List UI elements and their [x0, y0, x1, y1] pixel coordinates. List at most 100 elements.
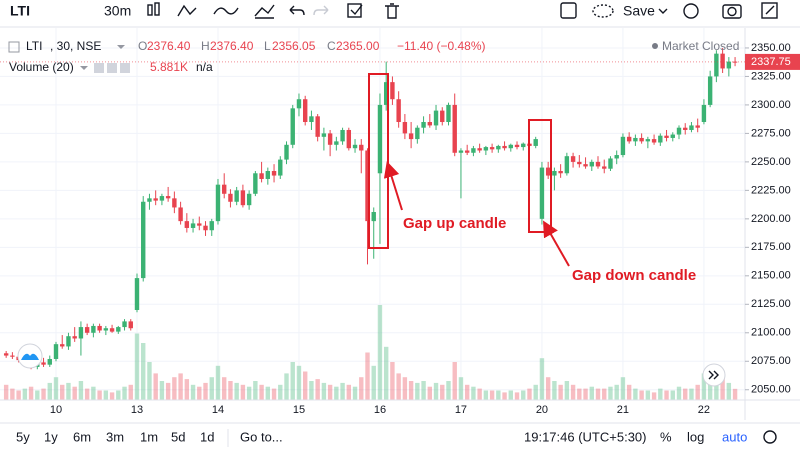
x-tick-label: 21: [617, 404, 629, 416]
candle-icon[interactable]: [147, 2, 160, 16]
candle-body: [66, 336, 71, 347]
range-button[interactable]: 5d: [171, 429, 185, 444]
candle-body: [165, 196, 171, 199]
line-icon[interactable]: [213, 7, 239, 15]
percent-button[interactable]: %: [660, 429, 672, 444]
range-button[interactable]: 6m: [73, 429, 91, 444]
high-value: 2376.40: [210, 39, 254, 53]
candle-body: [309, 116, 314, 123]
check-icon[interactable]: [347, 3, 363, 18]
candle-body: [645, 139, 651, 142]
volume-bar: [415, 382, 420, 400]
volume-bar: [134, 333, 140, 400]
legend-symbol: LTI: [26, 39, 42, 53]
candle-body: [234, 190, 239, 202]
volume-bar: [639, 390, 644, 400]
gap-down-box: [528, 119, 552, 233]
range-buttons: 5y 1y 6m 3m 1m 5d 1d: [16, 429, 214, 444]
camera-icon[interactable]: [722, 4, 742, 19]
interval[interactable]: 30m: [104, 3, 131, 19]
volume-bar: [446, 381, 451, 400]
auto-button[interactable]: auto: [722, 429, 747, 444]
volume-bar: [222, 377, 227, 400]
range-button[interactable]: 3m: [106, 429, 124, 444]
volume-bar: [309, 381, 314, 400]
volume-bar: [514, 392, 520, 400]
volume-value: 5.881K: [150, 60, 188, 74]
candle-body: [408, 133, 414, 140]
gap-down-arrow: [543, 220, 570, 267]
scroll-icon: [708, 370, 719, 380]
annotation: Gap up candle: [403, 215, 506, 232]
y-tick-label: 2150.00: [751, 270, 791, 282]
log-button[interactable]: log: [687, 429, 704, 444]
redo-icon[interactable]: [313, 5, 329, 16]
volume-bar: [296, 365, 302, 400]
legend-dropdown[interactable]: [117, 45, 125, 49]
layout-icon[interactable]: [560, 2, 577, 19]
volume-bar: [28, 386, 34, 400]
save-button[interactable]: Save: [623, 3, 655, 19]
exchange: , 30, NSE: [50, 39, 101, 53]
volume-bar: [545, 377, 551, 400]
volume-bar: [595, 388, 601, 400]
candle-body: [464, 150, 470, 153]
y-tick-label: 2100.00: [751, 327, 791, 339]
candle-body: [651, 139, 657, 143]
candle-body: [60, 344, 65, 347]
range-button[interactable]: 1m: [140, 429, 158, 444]
volume-bar: [658, 388, 663, 400]
volume-bar: [720, 377, 725, 400]
range-button[interactable]: 5y: [16, 429, 30, 444]
candle-body: [670, 134, 675, 138]
cloud-icon[interactable]: [592, 4, 614, 18]
volume-buttons[interactable]: [94, 63, 130, 73]
low-value: 2356.05: [272, 39, 316, 53]
indicator-icon[interactable]: [177, 4, 197, 17]
y-tick-label: 2200.00: [751, 213, 791, 225]
volume-bar: [271, 388, 277, 400]
undo-icon[interactable]: [289, 5, 305, 16]
volume-bar: [527, 388, 532, 400]
volume-dropdown[interactable]: [80, 66, 88, 70]
fullscreen-icon[interactable]: [761, 2, 778, 19]
range-button[interactable]: 1d: [200, 429, 214, 444]
settings-icon[interactable]: [683, 3, 699, 19]
volume-bar: [53, 377, 59, 400]
volume-bar: [3, 384, 9, 400]
candle-body: [10, 355, 15, 357]
candle-body: [402, 122, 408, 134]
symbol[interactable]: LTI: [10, 3, 30, 19]
scroll-button[interactable]: [702, 363, 726, 387]
volume-bar: [265, 386, 271, 400]
candle-body: [626, 136, 632, 142]
volume-bar: [433, 382, 439, 400]
volume-bar: [78, 381, 84, 400]
template-icon[interactable]: [254, 4, 275, 19]
volume-bar: [558, 384, 563, 400]
candle-body: [377, 104, 383, 174]
range-button[interactable]: 1y: [44, 429, 58, 444]
candle-body: [552, 170, 557, 176]
candle-body: [41, 362, 46, 365]
trash-icon[interactable]: [385, 3, 399, 19]
footer-settings[interactable]: [763, 430, 777, 444]
candle-body: [577, 161, 582, 165]
volume-bar: [371, 365, 376, 400]
candle-body: [215, 184, 221, 222]
volume-bar: [240, 384, 246, 400]
candle-body: [602, 166, 607, 169]
goto-button[interactable]: Go to...: [240, 429, 283, 444]
save-dropdown[interactable]: [658, 8, 668, 14]
y-tick-label: 2325.00: [751, 70, 791, 82]
volume-bar: [290, 362, 295, 400]
x-tick-label: 17: [455, 404, 467, 416]
candle-body: [539, 167, 545, 219]
volume-bar: [577, 388, 582, 400]
candle-body: [3, 353, 9, 356]
annotations: Gap up candle Gap down candle: [368, 73, 696, 284]
x-tick-label: 22: [698, 404, 710, 416]
candle-body: [452, 104, 457, 153]
candle-body: [683, 127, 688, 130]
candle-body: [359, 144, 364, 151]
